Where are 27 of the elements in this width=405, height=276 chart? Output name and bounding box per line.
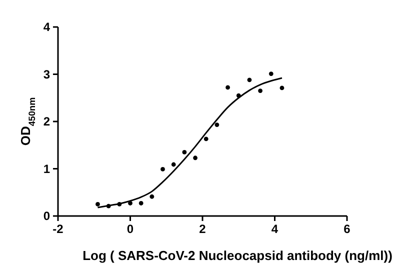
point <box>214 122 220 128</box>
y-tick-label: 1 <box>43 162 50 176</box>
point <box>96 202 100 206</box>
point <box>280 86 284 90</box>
x-tick-label: 2 <box>199 222 206 236</box>
point <box>268 72 274 76</box>
x-axis-title: Log ( SARS-CoV-2 Nucleocapsid antibody (ng/ml)) <box>82 248 392 263</box>
y-tick-label: 0 <box>43 209 50 223</box>
y-tick-label: 3 <box>43 67 50 82</box>
point <box>171 162 176 167</box>
y-tick-label: 4 <box>43 20 50 34</box>
point <box>138 201 144 206</box>
point <box>226 85 230 90</box>
point <box>258 88 262 93</box>
x-tick-label: 0 <box>126 222 134 236</box>
point <box>182 150 187 154</box>
line-series <box>96 77 283 208</box>
point <box>204 136 208 142</box>
x-tick-label: 4 <box>271 222 278 236</box>
point <box>193 156 198 160</box>
point <box>160 167 165 172</box>
y-tick-label: 2 <box>43 114 50 128</box>
x-tick-label: -2 <box>52 222 64 236</box>
point <box>128 201 132 206</box>
point <box>150 194 154 199</box>
x-tick-label: 6 <box>344 222 351 236</box>
point <box>247 78 252 82</box>
